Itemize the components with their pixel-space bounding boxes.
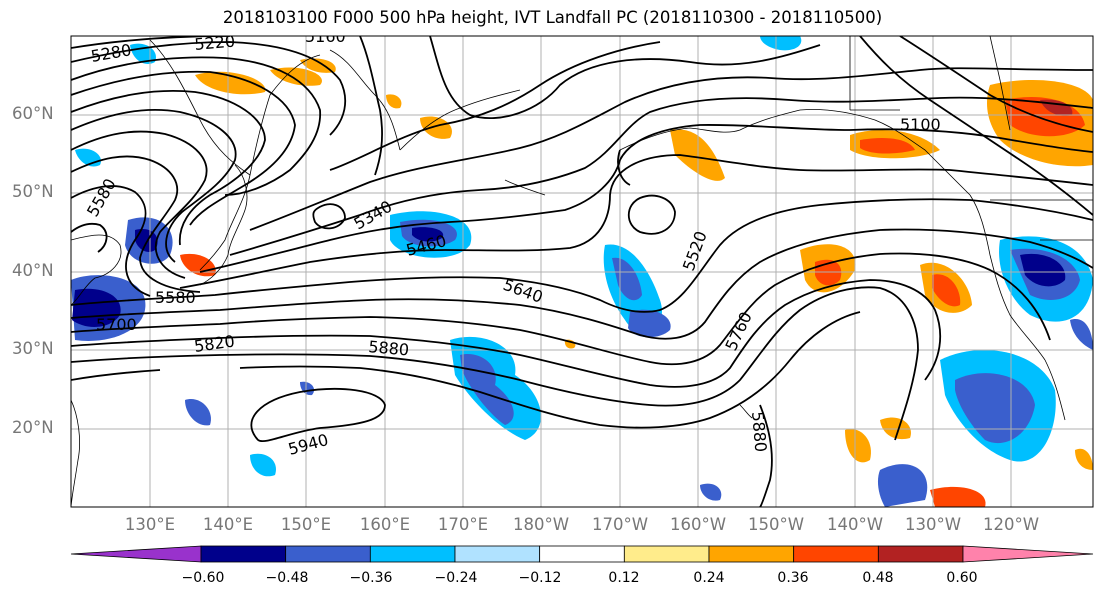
lon-label: 120°W	[982, 515, 1040, 534]
lon-label: 180°W	[512, 515, 570, 534]
contour-label: 5880	[748, 411, 770, 453]
ivt-negative-shading	[71, 36, 1093, 507]
contour-label: 5820	[193, 331, 236, 355]
lat-label-20n: 20°N	[12, 418, 54, 437]
lat-label-40n: 40°N	[12, 261, 54, 280]
contour-label: 5640	[501, 275, 546, 307]
contour-label: 5220	[194, 32, 236, 54]
colorbar-tick-label: −0.36	[349, 570, 393, 586]
height-contours	[71, 36, 1093, 507]
colorbar-segment	[877, 545, 964, 563]
contour-label: 5700	[96, 315, 137, 334]
colorbar-extend-max	[962, 545, 1094, 563]
lon-label: 150°E	[280, 515, 332, 534]
lon-label: 130°W	[904, 515, 962, 534]
lon-label: 140°W	[826, 515, 884, 534]
graticule	[71, 36, 1093, 507]
contour-label: 5520	[679, 229, 711, 274]
colorbar-segment	[708, 545, 795, 563]
lat-label-30n: 30°N	[12, 339, 54, 358]
contour-label: 5160	[305, 27, 346, 46]
contour-label: 5100	[900, 115, 941, 134]
lat-label-50n: 50°N	[12, 182, 54, 201]
colorbar-segment	[539, 545, 625, 563]
colorbar-tick-label: −0.60	[181, 570, 225, 586]
contour-label: 5580	[83, 175, 120, 220]
colorbar-segment	[369, 545, 456, 563]
contour-label: 5760	[721, 309, 755, 354]
colorbar-segment	[623, 545, 710, 563]
colorbar	[70, 545, 1094, 563]
lon-label: 170°W	[591, 515, 649, 534]
colorbar-tick-label: 0.60	[946, 570, 978, 586]
map-title: 2018103100 F000 500 hPa height, IVT Land…	[222, 8, 883, 27]
colorbar-tick-label: −0.12	[518, 570, 562, 586]
lon-label: 160°E	[359, 515, 411, 534]
colorbar-segment	[200, 545, 287, 563]
colorbar-segment	[793, 545, 879, 563]
plot-frame	[70, 35, 1094, 508]
colorbar-tick-label: −0.24	[434, 570, 478, 586]
colorbar-extend-min	[70, 545, 202, 563]
lon-label: 160°W	[669, 515, 727, 534]
colorbar-segment	[285, 545, 371, 563]
contour-label: 5880	[368, 337, 410, 359]
lon-label: 150°W	[747, 515, 805, 534]
colorbar-tick-label: −0.48	[265, 570, 309, 586]
lon-label: 170°E	[437, 515, 489, 534]
contour-label: 5580	[155, 288, 196, 307]
colorbar-tick-label: 0.12	[608, 570, 640, 586]
lon-label: 140°E	[202, 515, 254, 534]
colorbar-tick-label: 0.24	[693, 570, 725, 586]
colorbar-tick-label: 0.48	[862, 570, 894, 586]
lat-label-60n: 60°N	[12, 104, 54, 123]
colorbar-tick-label: 0.36	[777, 570, 809, 586]
colorbar-segment	[454, 545, 541, 563]
lon-label: 130°E	[124, 515, 176, 534]
